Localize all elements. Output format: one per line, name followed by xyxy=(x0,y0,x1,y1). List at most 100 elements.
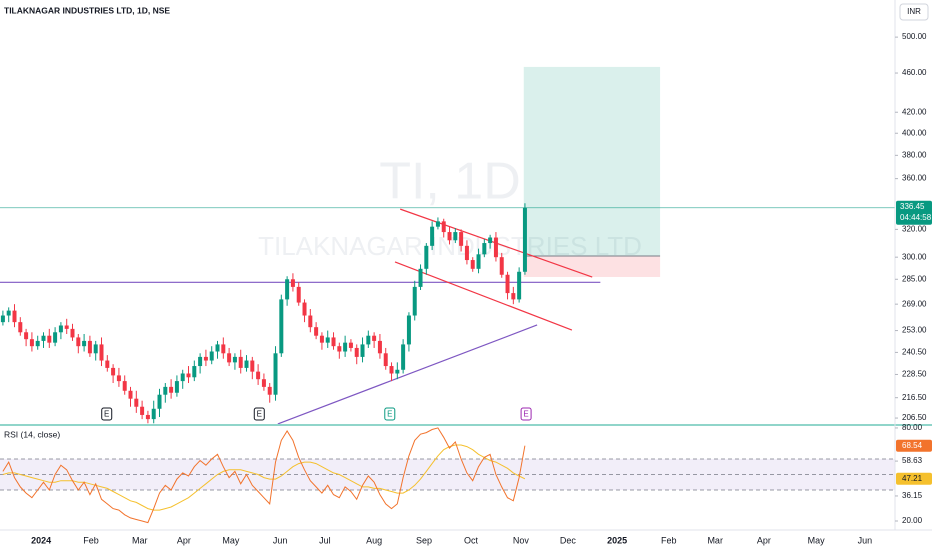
candle-body xyxy=(401,344,406,370)
candle-body xyxy=(203,356,208,361)
candle-body xyxy=(285,279,290,300)
x-tick-label: Nov xyxy=(513,535,530,545)
candle-body xyxy=(430,226,435,246)
candle-body xyxy=(366,335,371,345)
y-tick-label: 400.00 xyxy=(902,128,927,137)
candle-body xyxy=(383,353,388,367)
candle-body xyxy=(209,351,214,361)
y-tick-label: 380.00 xyxy=(902,150,927,159)
candle-body xyxy=(18,322,23,333)
rsi-line xyxy=(2,427,526,524)
candle-body xyxy=(53,332,58,343)
x-tick-label: Feb xyxy=(661,535,677,545)
candle-body xyxy=(192,366,197,378)
candle-body xyxy=(522,207,527,272)
value-badge-label: 47.21 xyxy=(902,474,923,483)
earnings-label: E xyxy=(387,410,392,419)
x-tick-label: Jul xyxy=(319,535,331,545)
y-tick-label: 500.00 xyxy=(902,32,927,41)
x-tick-label: Apr xyxy=(177,535,191,545)
candle-body xyxy=(279,299,284,354)
x-tick-label: May xyxy=(808,535,826,545)
candle-body xyxy=(441,221,446,233)
candle-body xyxy=(180,373,185,382)
earnings-marker xyxy=(520,407,532,421)
y2-tick-label: 20.00 xyxy=(902,516,923,525)
x-tick-label: Oct xyxy=(464,535,479,545)
candle-body xyxy=(87,340,92,354)
candle-body xyxy=(250,360,255,372)
rsi-pane xyxy=(0,427,895,524)
candle-body xyxy=(343,342,348,352)
candle-body xyxy=(82,340,87,347)
candle-body xyxy=(227,353,232,363)
earnings-marker xyxy=(384,407,396,421)
candle-body xyxy=(314,327,319,336)
candle-body xyxy=(116,375,121,382)
candle-body xyxy=(418,268,423,287)
candle-body xyxy=(163,386,168,395)
x-tick-label: 2024 xyxy=(31,535,51,545)
candle-body xyxy=(256,371,261,380)
value-badge-label: 68.54 xyxy=(902,441,923,450)
candle-body xyxy=(157,394,162,409)
candle-body xyxy=(41,335,46,341)
candle-body xyxy=(395,369,400,374)
candle-body xyxy=(319,335,324,343)
candle-body xyxy=(238,356,243,368)
earnings-marker xyxy=(101,407,113,421)
earnings-marker xyxy=(253,407,265,421)
candle-body xyxy=(111,367,116,376)
candle-body xyxy=(24,332,29,340)
x-tick-label: Apr xyxy=(757,535,771,545)
candle-body xyxy=(145,414,150,420)
position-loss-zone xyxy=(523,256,661,278)
currency[interactable]: INR xyxy=(907,7,921,16)
candle-body xyxy=(29,339,34,347)
candle-body xyxy=(76,337,81,347)
value-badge xyxy=(896,472,932,485)
currency-button[interactable] xyxy=(899,3,929,21)
candle-body xyxy=(372,335,377,341)
candle-body xyxy=(134,398,139,407)
candle-body xyxy=(459,232,464,246)
candle-body xyxy=(424,245,429,269)
candle-body xyxy=(58,325,63,333)
candle-body xyxy=(447,232,452,241)
candle-body xyxy=(244,360,249,368)
candle-body xyxy=(337,346,342,352)
candle-body xyxy=(389,366,394,374)
trend-line xyxy=(394,261,573,331)
value-badge xyxy=(896,439,932,452)
countdown: 04:44:58 xyxy=(900,213,932,222)
rsi-title: RSI (14, close) xyxy=(4,429,60,439)
x-tick-label: Aug xyxy=(366,535,382,545)
trend-line xyxy=(277,324,538,424)
earnings-label: E xyxy=(104,410,109,419)
candle-body xyxy=(499,257,504,275)
candle-body xyxy=(470,260,475,269)
candle-body xyxy=(476,254,481,269)
candle-body xyxy=(493,237,498,258)
y-tick-label: 206.50 xyxy=(902,413,927,422)
x-tick-label: Feb xyxy=(83,535,99,545)
candle-body xyxy=(198,356,203,367)
candle-body xyxy=(99,344,104,361)
candle-body xyxy=(186,373,191,378)
candle-body xyxy=(64,325,69,329)
candle-body xyxy=(464,245,469,261)
candle-body xyxy=(232,356,237,363)
earnings-label: E xyxy=(523,410,528,419)
x-tick-label: 2025 xyxy=(607,535,627,545)
earnings-label: E xyxy=(257,410,262,419)
candle-body xyxy=(325,337,330,343)
candle-body xyxy=(221,344,226,354)
candle-body xyxy=(0,315,5,323)
candle-body xyxy=(308,315,313,328)
last-price-badge xyxy=(896,200,932,225)
y-tick-label: 269.00 xyxy=(902,299,927,308)
x-tick-label: May xyxy=(222,535,240,545)
y-tick-label: 300.00 xyxy=(902,252,927,261)
